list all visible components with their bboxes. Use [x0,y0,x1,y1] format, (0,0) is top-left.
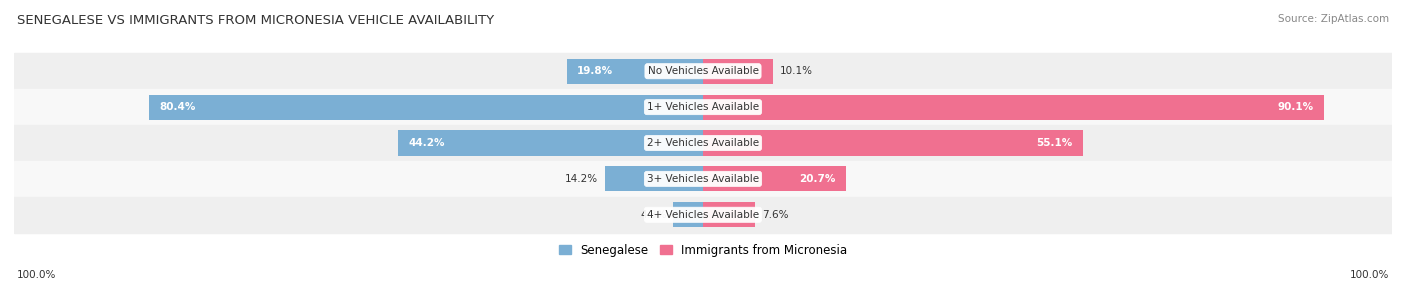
Text: SENEGALESE VS IMMIGRANTS FROM MICRONESIA VEHICLE AVAILABILITY: SENEGALESE VS IMMIGRANTS FROM MICRONESIA… [17,14,494,27]
Text: 90.1%: 90.1% [1277,102,1313,112]
Bar [703,166,845,191]
Bar [149,95,703,120]
Bar [703,95,1323,120]
Bar [14,161,1392,197]
Text: 10.1%: 10.1% [779,66,813,76]
Bar [398,130,703,156]
Text: 20.7%: 20.7% [799,174,835,184]
Text: 3+ Vehicles Available: 3+ Vehicles Available [647,174,759,184]
Bar [14,197,1392,233]
Text: 100.0%: 100.0% [17,270,56,280]
Text: 80.4%: 80.4% [159,102,195,112]
Text: 4.3%: 4.3% [640,210,666,220]
Bar [703,130,1083,156]
Legend: Senegalese, Immigrants from Micronesia: Senegalese, Immigrants from Micronesia [554,239,852,262]
Bar [605,166,703,191]
Bar [703,59,772,84]
Bar [14,89,1392,125]
Text: 55.1%: 55.1% [1036,138,1073,148]
Bar [14,53,1392,89]
Text: 2+ Vehicles Available: 2+ Vehicles Available [647,138,759,148]
Text: No Vehicles Available: No Vehicles Available [648,66,758,76]
Text: 1+ Vehicles Available: 1+ Vehicles Available [647,102,759,112]
Text: 14.2%: 14.2% [565,174,599,184]
Bar [703,202,755,227]
Text: 19.8%: 19.8% [576,66,613,76]
Bar [14,125,1392,161]
Text: 44.2%: 44.2% [409,138,446,148]
Text: Source: ZipAtlas.com: Source: ZipAtlas.com [1278,14,1389,24]
Text: 100.0%: 100.0% [1350,270,1389,280]
Bar [673,202,703,227]
Text: 4+ Vehicles Available: 4+ Vehicles Available [647,210,759,220]
Text: 7.6%: 7.6% [762,210,789,220]
Bar [567,59,703,84]
